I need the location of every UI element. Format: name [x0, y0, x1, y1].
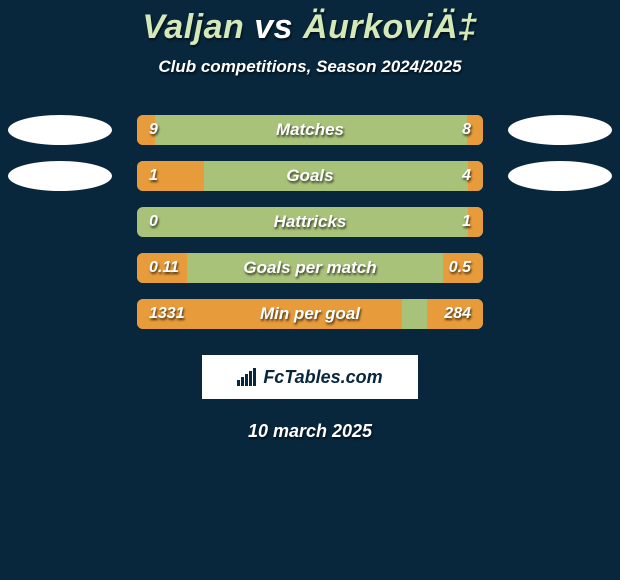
stat-row: 0.110.5Goals per match	[0, 253, 620, 283]
stat-bar: 14Goals	[137, 161, 483, 191]
stat-label: Min per goal	[137, 299, 483, 329]
bar-chart-icon	[237, 368, 259, 386]
brand-logo: FcTables.com	[237, 367, 382, 388]
player1-badge	[8, 115, 112, 145]
stat-bar: 01Hattricks	[137, 207, 483, 237]
player2-badge	[508, 115, 612, 145]
subtitle: Club competitions, Season 2024/2025	[0, 57, 620, 77]
stat-row: 01Hattricks	[0, 207, 620, 237]
brand-logo-box: FcTables.com	[202, 355, 418, 399]
stat-row: 1331284Min per goal	[0, 299, 620, 329]
player2-badge	[508, 161, 612, 191]
brand-text: FcTables.com	[263, 367, 382, 388]
stat-label: Hattricks	[137, 207, 483, 237]
vs-label: vs	[254, 8, 293, 46]
stat-bar: 98Matches	[137, 115, 483, 145]
stat-row: 98Matches	[0, 115, 620, 145]
stat-bar: 0.110.5Goals per match	[137, 253, 483, 283]
date-text: 10 march 2025	[0, 421, 620, 442]
stats-area: 98Matches 14Goals 01Hattricks 0.110.5Goals …	[0, 115, 620, 329]
stat-label: Goals per match	[137, 253, 483, 283]
stat-label: Matches	[137, 115, 483, 145]
page-title: Valjan vs ÄurkoviÄ‡	[0, 8, 620, 47]
player2-name: ÄurkoviÄ‡	[303, 8, 478, 46]
stat-label: Goals	[137, 161, 483, 191]
stat-row: 14Goals	[0, 161, 620, 191]
player1-name: Valjan	[142, 8, 244, 46]
comparison-infographic: Valjan vs ÄurkoviÄ‡ Club competitions, S…	[0, 0, 620, 442]
stat-bar: 1331284Min per goal	[137, 299, 483, 329]
player1-badge	[8, 161, 112, 191]
